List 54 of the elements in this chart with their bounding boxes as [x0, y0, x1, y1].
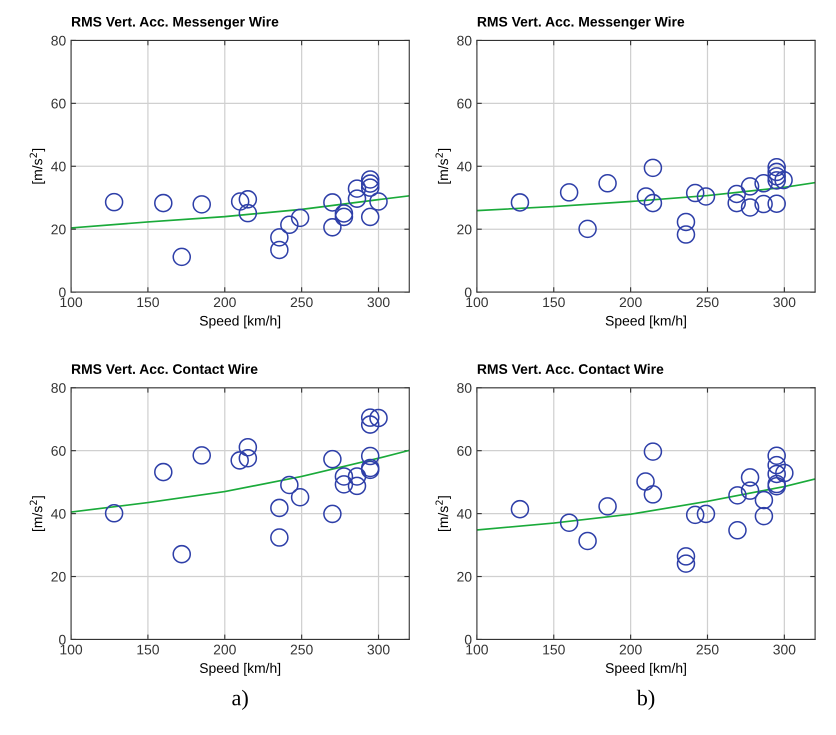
- x-tick-label: 250: [696, 297, 719, 308]
- y-tick-label: 60: [457, 446, 472, 456]
- y-tick-label: 20: [457, 572, 472, 582]
- y-tick-label: 40: [456, 508, 472, 519]
- x-tick-label: 250: [290, 644, 313, 655]
- text: b): [636, 690, 654, 710]
- chart-title: RMS Vert. Acc. Messenger Wire: [478, 16, 684, 30]
- y-tick-label: 60: [457, 98, 472, 109]
- x-tick-label: 100: [60, 297, 82, 308]
- x-tick-label: 250: [696, 644, 719, 655]
- x-tick-label: 100: [466, 644, 488, 655]
- chart-title: RMS Vert. Acc. Contact Wire: [72, 364, 258, 374]
- y-tick-label: 80: [457, 36, 472, 46]
- y-tick-label: 60: [51, 446, 66, 456]
- x-tick-label: 200: [620, 644, 642, 655]
- x-tick-label: 250: [290, 297, 313, 308]
- y-tick-label: 80: [51, 383, 66, 393]
- x-tick-label: 150: [543, 644, 565, 655]
- y-tick-label: 20: [51, 224, 66, 234]
- x-tick-label: 150: [137, 297, 159, 308]
- chart-title: RMS Vert. Acc. Contact Wire: [478, 364, 664, 374]
- y-tick-label: 80: [457, 383, 472, 393]
- x-tick-label: 300: [773, 644, 796, 655]
- y-tick-label: 40: [51, 162, 66, 172]
- y-tick-label: 60: [51, 98, 66, 109]
- chart-title: RMS Vert. Acc. Messenger Wire: [72, 16, 278, 30]
- y-axis-title: [m/s$^{2}$]: [30, 148, 46, 184]
- y-axis-title: [m/s$^{2}$]: [435, 496, 451, 532]
- y-tick-label: 0: [464, 287, 472, 298]
- x-tick-label: 200: [620, 297, 642, 308]
- y-tick-label: 20: [457, 224, 472, 234]
- x-tick-label: 200: [214, 644, 236, 655]
- y-tick-label: 20: [51, 572, 66, 582]
- x-tick-label: 300: [367, 297, 390, 308]
- x-axis-title: Speed [km/h]: [200, 662, 280, 676]
- y-tick-label: 80: [51, 36, 66, 46]
- y-tick-label: 40: [51, 508, 66, 519]
- y-tick-label: 0: [59, 287, 66, 298]
- x-tick-label: 150: [543, 297, 565, 308]
- text: a): [232, 690, 248, 710]
- x-axis-title: Speed [km/h]: [606, 662, 686, 676]
- x-tick-label: 200: [214, 297, 236, 308]
- y-tick-label: 0: [464, 634, 472, 645]
- y-axis-title: [m/s$^{2}$]: [435, 148, 451, 184]
- y-tick-label: 0: [59, 634, 66, 645]
- x-tick-label: 100: [60, 644, 82, 655]
- y-axis-title: [m/s$^{2}$]: [30, 496, 46, 532]
- x-tick-label: 300: [773, 297, 796, 308]
- x-axis-title: Speed [km/h]: [606, 315, 686, 328]
- x-tick-label: 150: [137, 644, 159, 655]
- y-tick-label: 40: [456, 162, 472, 172]
- x-axis-title: Speed [km/h]: [200, 315, 280, 328]
- x-tick-label: 100: [466, 297, 488, 308]
- x-tick-label: 300: [367, 644, 390, 655]
